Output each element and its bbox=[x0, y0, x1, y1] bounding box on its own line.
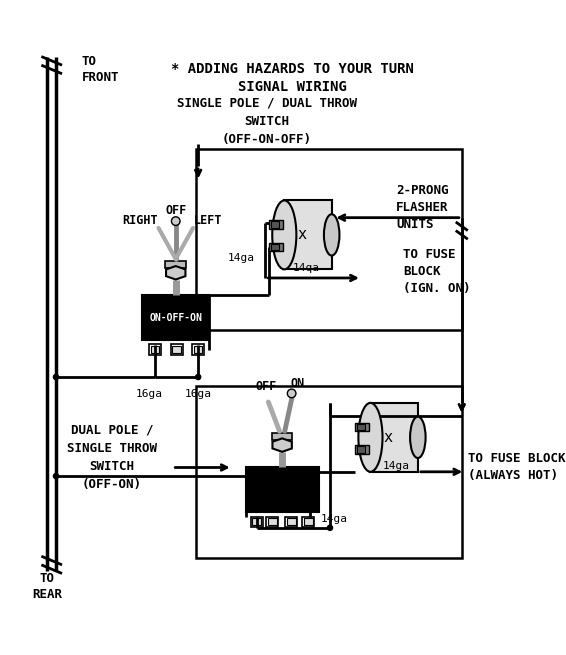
Bar bbox=[304, 518, 313, 525]
Text: TO FUSE BLOCK
(ALWAYS HOT): TO FUSE BLOCK (ALWAYS HOT) bbox=[468, 453, 565, 483]
Bar bbox=[252, 518, 261, 525]
Circle shape bbox=[53, 474, 59, 479]
Text: 14ga: 14ga bbox=[321, 514, 348, 524]
Bar bbox=[357, 424, 365, 430]
Text: x: x bbox=[297, 227, 306, 242]
Text: DUAL POLE /
SINGLE THROW
SWITCH
(OFF-ON): DUAL POLE / SINGLE THROW SWITCH (OFF-ON) bbox=[67, 424, 157, 491]
Text: * ADDING HAZARDS TO YOUR TURN: * ADDING HAZARDS TO YOUR TURN bbox=[171, 62, 414, 77]
Text: RIGHT: RIGHT bbox=[122, 214, 157, 227]
Text: 16ga: 16ga bbox=[185, 389, 212, 400]
Text: SIGNAL WIRING: SIGNAL WIRING bbox=[238, 80, 348, 94]
Bar bbox=[192, 345, 204, 354]
Polygon shape bbox=[166, 266, 186, 280]
Bar bbox=[194, 346, 203, 353]
Bar bbox=[271, 244, 279, 250]
Bar bbox=[269, 242, 282, 252]
Bar bbox=[287, 518, 295, 525]
Text: 14qa: 14qa bbox=[293, 263, 319, 274]
Bar bbox=[196, 149, 462, 329]
Bar bbox=[251, 517, 263, 527]
Bar bbox=[285, 517, 297, 527]
Circle shape bbox=[171, 217, 180, 225]
Bar bbox=[165, 261, 186, 268]
Bar bbox=[357, 446, 365, 453]
Text: ON-OFF-ON: ON-OFF-ON bbox=[149, 312, 202, 323]
Text: LEFT: LEFT bbox=[194, 214, 223, 227]
Bar bbox=[269, 220, 282, 229]
Text: ON: ON bbox=[290, 377, 305, 390]
Bar bbox=[268, 518, 277, 525]
Bar bbox=[266, 517, 278, 527]
Text: 2-PRONG
FLASHER
UNITS: 2-PRONG FLASHER UNITS bbox=[396, 184, 449, 231]
Circle shape bbox=[288, 389, 296, 398]
Text: TO FUSE
BLOCK
(IGN. ON): TO FUSE BLOCK (IGN. ON) bbox=[403, 248, 471, 295]
Bar bbox=[149, 345, 161, 354]
Bar bbox=[172, 346, 181, 353]
Text: TO
REAR: TO REAR bbox=[32, 572, 62, 601]
Circle shape bbox=[327, 525, 333, 531]
Bar bbox=[371, 403, 418, 472]
Bar bbox=[196, 386, 462, 558]
Circle shape bbox=[196, 375, 201, 380]
Text: OFF: OFF bbox=[256, 380, 277, 393]
Bar bbox=[142, 295, 209, 340]
Circle shape bbox=[53, 375, 59, 380]
Polygon shape bbox=[272, 438, 292, 452]
Text: x: x bbox=[383, 430, 392, 445]
Text: OFF: OFF bbox=[165, 204, 186, 217]
Bar bbox=[355, 422, 368, 431]
Text: SINGLE POLE / DUAL THROW
SWITCH
(OFF-ON-OFF): SINGLE POLE / DUAL THROW SWITCH (OFF-ON-… bbox=[177, 97, 357, 145]
Ellipse shape bbox=[272, 200, 297, 269]
Ellipse shape bbox=[324, 214, 340, 255]
Bar bbox=[246, 468, 319, 512]
Bar bbox=[272, 433, 293, 440]
Text: 16ga: 16ga bbox=[135, 389, 162, 400]
Bar bbox=[151, 346, 160, 353]
Bar bbox=[284, 200, 332, 269]
Ellipse shape bbox=[410, 417, 426, 458]
Text: TO
FRONT: TO FRONT bbox=[82, 55, 119, 84]
Bar bbox=[302, 517, 315, 527]
Bar bbox=[271, 221, 279, 228]
Text: 14ga: 14ga bbox=[228, 253, 255, 263]
Text: 14ga: 14ga bbox=[383, 460, 410, 471]
Bar bbox=[355, 445, 368, 454]
Ellipse shape bbox=[358, 403, 383, 472]
Bar bbox=[170, 345, 183, 354]
